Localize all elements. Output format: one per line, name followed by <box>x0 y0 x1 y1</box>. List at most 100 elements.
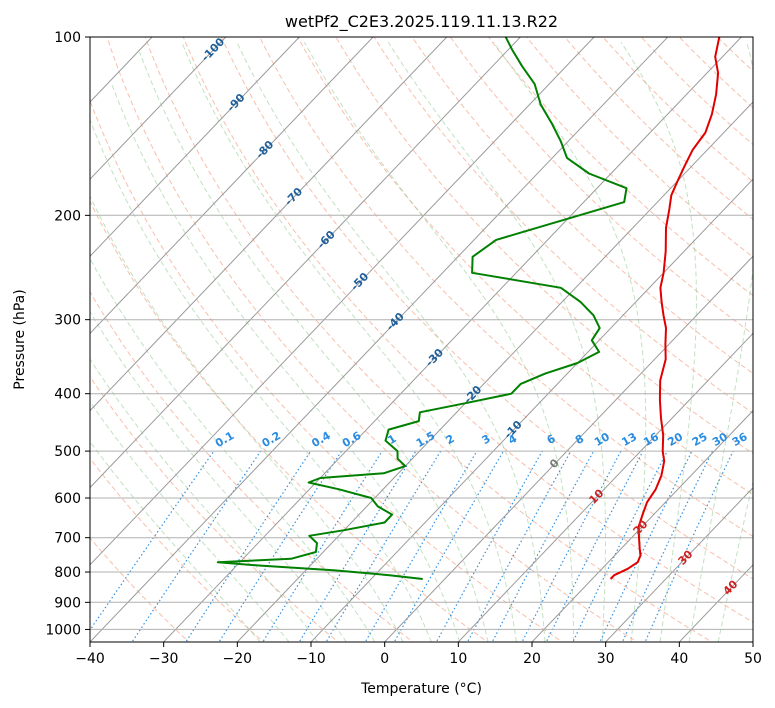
isotherm-line <box>457 332 753 642</box>
mixing-ratio-line <box>90 450 215 632</box>
y-tick-label: 900 <box>54 595 81 611</box>
mixing-ratio-line <box>218 450 343 642</box>
mixing-ratio-label: 0.6 <box>340 429 364 450</box>
isotherms <box>90 37 753 642</box>
mixing-ratio-label: 1 <box>385 432 398 447</box>
dry-adiabat <box>220 37 753 580</box>
mixing-ratio-line <box>262 450 383 642</box>
mixing-ratio-line <box>466 450 572 642</box>
mixing-ratio-label: 0.4 <box>309 429 333 450</box>
y-tick-label: 1000 <box>45 622 81 638</box>
y-tick-label: 500 <box>54 444 81 460</box>
mixing-ratio-line <box>644 450 734 642</box>
mixing-ratio-line <box>131 450 262 642</box>
mixing-ratio-labels: 0.1 0.2 0.4 0.6 1 1.5 2 3 4 6 8 10 13 16 20 25 30 36 <box>213 429 750 450</box>
moist-adiabat <box>688 41 753 642</box>
plot-frame <box>89 36 754 643</box>
mixing-ratio-label: 1.5 <box>414 429 437 450</box>
dry-adiabat <box>90 457 265 642</box>
dry-adiabat <box>106 37 638 642</box>
mixing-ratio-line <box>298 450 417 642</box>
mixing-ratio-line <box>621 450 713 642</box>
x-tick-label: −20 <box>223 651 253 667</box>
mixing-ratio-label: 13 <box>619 430 639 449</box>
sounding-series <box>216 37 721 580</box>
mixing-ratio-label: 3 <box>480 432 493 447</box>
temperature-profile-line <box>609 37 721 580</box>
x-tick-label: 0 <box>380 651 389 667</box>
dry-adiabat <box>449 37 753 335</box>
x-tick-label: −30 <box>149 651 179 667</box>
isotherm-line <box>90 37 669 642</box>
x-tick-label: 30 <box>597 651 615 667</box>
moist-adiabat <box>492 41 647 642</box>
moist-adiabat <box>620 41 697 642</box>
dry-adiabat <box>259 37 753 537</box>
isotherm-line <box>383 255 753 642</box>
mixing-ratio-line <box>185 450 312 642</box>
y-tick-label: 100 <box>54 30 81 46</box>
y-tick-label: 300 <box>54 313 81 329</box>
y-tick-label: 400 <box>54 387 81 403</box>
mixing-ratio-label: 10 <box>592 430 612 449</box>
dewpoint-profile-line <box>216 37 628 580</box>
moist-adiabat <box>90 400 290 642</box>
x-tick-label: 50 <box>744 651 762 667</box>
y-tick-label: 800 <box>54 565 81 581</box>
mixing-ratio-label: 8 <box>573 432 586 447</box>
isotherm-line <box>310 178 753 642</box>
mixing-ratio-line <box>545 450 644 642</box>
y-tick-label: 600 <box>54 491 81 507</box>
moist-adiabat <box>387 41 606 642</box>
mixing-ratio-label: 2 <box>444 432 457 447</box>
mixing-ratio-line <box>599 450 693 642</box>
dry-adiabat <box>411 37 753 375</box>
y-axis-label: Pressure (hPa) <box>12 289 28 389</box>
x-tick-label: 20 <box>523 651 541 667</box>
isotherm-line <box>162 37 743 642</box>
moist-adiabat <box>303 41 575 642</box>
isotherm-line <box>752 641 753 642</box>
y-axis: 100 200 300 400 500 600 700 800 900 1000 <box>45 30 90 638</box>
isotherm-line <box>90 37 448 412</box>
mixing-ratio-line <box>521 450 622 642</box>
x-tick-label: 40 <box>670 651 688 667</box>
mixing-ratio-label: 36 <box>730 430 750 449</box>
x-tick-label: −10 <box>296 651 326 667</box>
moist-adiabat <box>90 118 432 642</box>
isotherm-line <box>90 37 227 180</box>
isotherm-line <box>90 37 522 489</box>
moist-adiabat <box>717 479 753 642</box>
dry-adiabat <box>716 37 753 72</box>
isotherm-line <box>236 101 753 642</box>
mixing-ratio-line <box>435 450 543 642</box>
y-tick-label: 700 <box>54 531 81 547</box>
dry-adiabat <box>297 37 753 496</box>
dry-adiabat <box>144 37 713 642</box>
moist-adiabat <box>90 440 261 642</box>
dry-adiabat <box>373 37 753 414</box>
mixing-ratio-label: 25 <box>690 430 710 449</box>
mixing-ratio-line <box>325 450 442 642</box>
x-axis: −40 −30 −20 −10 0 10 20 30 40 50 <box>75 642 762 667</box>
dry-adiabat <box>335 37 753 455</box>
isotherm-line <box>90 37 374 335</box>
mixing-ratio-label: 0.2 <box>260 429 283 450</box>
dry-adiabat <box>90 200 489 642</box>
isotherm-line <box>90 37 301 257</box>
mixing-ratio-line <box>572 450 668 642</box>
moist-adiabat <box>181 41 517 642</box>
moist-adiabat <box>90 195 404 642</box>
chart-title: wetPf2_C2E3.2025.119.11.13.R22 <box>285 12 558 32</box>
moist-adiabat <box>236 41 546 642</box>
isotherm-line <box>90 37 595 566</box>
dry-adiabat <box>742 24 775 645</box>
moist-adiabat <box>90 358 319 642</box>
x-axis-label: Temperature (°C) <box>360 681 482 697</box>
moist-adiabat <box>90 257 376 642</box>
moist-adiabat <box>139 51 489 642</box>
mixing-ratio-lines <box>90 450 734 642</box>
moist-adiabats <box>90 41 753 642</box>
